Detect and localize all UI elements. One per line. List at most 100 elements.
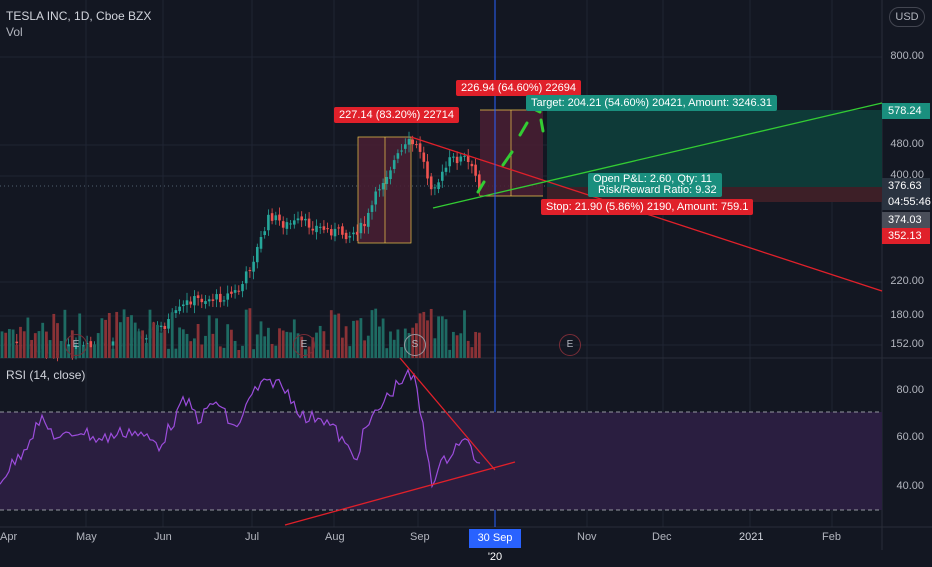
candle-body <box>193 296 196 306</box>
time-label: Aug <box>325 531 345 543</box>
volume-bar <box>459 333 463 358</box>
earnings-event-icon[interactable]: E <box>293 334 315 356</box>
crosshair-date-label: 30 Sep '20 <box>469 529 521 563</box>
candle-body <box>252 261 255 272</box>
volume-bar <box>352 320 355 358</box>
candle-body <box>474 164 477 176</box>
candle-body <box>263 231 266 236</box>
volume-bar <box>355 320 359 358</box>
time-label: 2021 <box>739 531 764 543</box>
price-label: 800.00 <box>890 50 924 62</box>
volume-bar <box>148 309 152 358</box>
candle-body <box>167 319 170 329</box>
candle-body <box>189 301 192 305</box>
volume-bar <box>93 344 96 358</box>
volume-bar <box>144 342 148 358</box>
candle-body <box>274 215 278 221</box>
volume-bar <box>218 346 222 358</box>
rsi-red-trendline-2[interactable] <box>284 461 516 526</box>
volume-bar <box>159 332 163 358</box>
volume-bar <box>0 331 4 358</box>
rsi-line <box>0 368 481 489</box>
rsi-red-trendline[interactable] <box>399 357 496 471</box>
volume-bar <box>11 329 15 358</box>
candle-body <box>222 300 226 302</box>
candle-body <box>289 223 292 225</box>
green-trendline[interactable] <box>432 102 883 209</box>
candle-body <box>455 156 459 164</box>
stop-label[interactable]: Stop: 21.90 (5.86%) 2190, Amount: 759.1 <box>541 199 754 215</box>
symbol-title[interactable]: TESLA INC, 1D, Cboe BZX <box>6 9 152 23</box>
volume-bar <box>437 316 440 358</box>
volume-bar <box>85 343 89 358</box>
volume-bar <box>344 326 348 358</box>
volume-bar <box>255 334 259 358</box>
chart-canvas[interactable] <box>0 0 932 550</box>
volume-bar <box>167 348 170 358</box>
volume-bar <box>226 324 230 358</box>
candle-body <box>307 218 311 228</box>
candle-body <box>215 294 218 300</box>
candle-body <box>311 228 315 231</box>
split-event-icon[interactable]: S <box>404 334 426 356</box>
open-pnl-label[interactable]: Open P&L: 2.60, Qty: 11 Risk/Reward Rati… <box>588 173 722 197</box>
candle-body <box>441 171 444 181</box>
candle-body <box>337 227 340 229</box>
earnings-event-icon[interactable]: E <box>559 334 581 356</box>
candle-body <box>348 236 352 238</box>
volume-bar <box>137 331 141 358</box>
currency-button[interactable]: USD <box>889 7 925 27</box>
rsi-legend[interactable]: RSI (14, close) <box>6 368 86 382</box>
time-label: Jul <box>245 531 260 543</box>
volume-bar <box>381 318 385 358</box>
candle-body <box>196 295 200 298</box>
earnings-event-icon[interactable]: E <box>65 334 87 356</box>
volume-bar <box>130 315 133 358</box>
candle-body <box>466 155 470 163</box>
range-label-2[interactable]: 226.94 (64.60%) 22694 <box>456 80 581 96</box>
volume-bar <box>366 335 370 358</box>
range-box-1[interactable] <box>357 136 412 244</box>
candle-body <box>111 341 115 346</box>
candle-body <box>178 306 181 312</box>
candle-body <box>230 291 233 294</box>
volume-bar <box>326 349 329 358</box>
volume-bar <box>426 320 429 358</box>
target-label[interactable]: Target: 204.21 (54.60%) 20421, Amount: 3… <box>526 95 777 111</box>
range-label-1[interactable]: 227.14 (83.20%) 22714 <box>334 107 459 123</box>
candle-body <box>407 138 411 145</box>
volume-bar <box>8 329 11 358</box>
volume-bar <box>285 331 289 358</box>
candle-body <box>304 218 307 221</box>
volume-bar <box>477 332 481 358</box>
candle-body <box>433 187 437 189</box>
candle-body <box>389 170 392 179</box>
volume-bar <box>111 348 115 358</box>
volume-bar <box>178 327 181 358</box>
time-label: Jun <box>154 531 172 543</box>
candle-body <box>241 284 244 292</box>
price-label: 480.00 <box>890 138 924 150</box>
candle-body <box>374 191 377 205</box>
volume-label[interactable]: Vol <box>6 25 23 39</box>
volume-bar <box>274 345 278 358</box>
volume-bar <box>215 318 218 358</box>
volume-bar <box>318 325 322 358</box>
candle-body <box>233 290 237 293</box>
volume-bar <box>156 324 159 358</box>
volume-bar <box>378 326 381 358</box>
volume-bar <box>278 328 281 358</box>
volume-bar <box>248 308 252 358</box>
volume-bar <box>385 348 389 358</box>
candle-body <box>211 299 215 301</box>
volume-bar <box>337 313 341 358</box>
volume-bar <box>26 317 30 358</box>
volume-bar <box>200 344 204 358</box>
volume-bar <box>185 333 189 358</box>
volume-bar <box>267 327 270 358</box>
candle-body <box>418 143 422 152</box>
candle-body <box>219 293 222 303</box>
volume-bar <box>348 346 352 358</box>
volume-bar <box>133 322 137 358</box>
candle-body <box>163 325 167 330</box>
